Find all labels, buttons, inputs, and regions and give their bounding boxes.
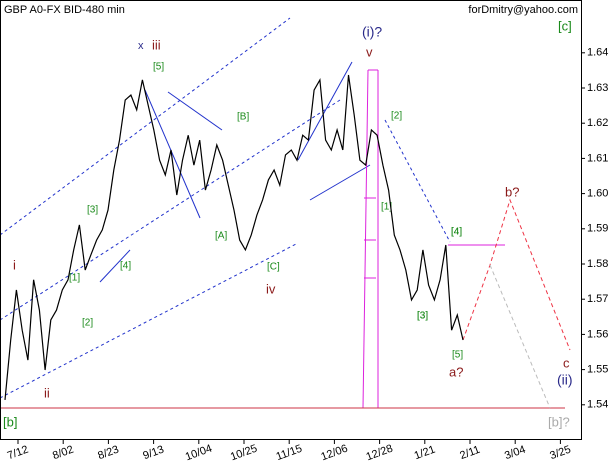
annotation: [b]	[3, 414, 17, 429]
annotation: [3]	[417, 311, 428, 322]
annotation: [4]	[120, 261, 131, 272]
annotation: [A]	[215, 231, 227, 242]
annotation: [c]	[558, 18, 572, 33]
annotation: iii	[152, 37, 161, 52]
annotation: (ii)	[557, 372, 573, 388]
y-tick-label: 1.59	[587, 223, 608, 235]
annotation: [4]	[451, 227, 462, 238]
plot-frame	[0, 0, 582, 440]
annotation: x	[138, 40, 144, 52]
annotation: [3]	[87, 205, 98, 216]
annotation: [4]	[451, 227, 462, 238]
y-tick-label: 1.54	[587, 399, 608, 411]
annotation: [2]	[391, 111, 402, 122]
annotation: b?	[505, 184, 519, 199]
chart-title: GBP A0-FX BID-480 min	[4, 4, 125, 16]
y-tick-label: 1.55	[587, 364, 608, 376]
annotation: [3]	[417, 311, 428, 322]
chart-subtitle: forDmitry@yahoo.com	[468, 4, 578, 16]
annotation: [1]	[381, 202, 392, 213]
y-tick-label: 1.60	[587, 188, 608, 200]
wedges	[99, 61, 371, 283]
annotation: [2]	[82, 318, 93, 329]
annotation: [1]	[69, 273, 80, 284]
annotation: iv	[266, 281, 276, 296]
annotation: i	[13, 257, 16, 272]
annotation: a?	[449, 364, 463, 379]
y-tick-label: 1.61	[587, 152, 608, 164]
annotations: [c] x iii [5] [B] (i)? v [2] [3] [4] [1]…	[3, 18, 573, 429]
y-tick-label: 1.62	[587, 117, 608, 129]
annotation: v	[366, 44, 373, 59]
annotation: c	[563, 355, 570, 370]
magenta-lines	[362, 69, 505, 409]
annotation: (i)?	[362, 24, 382, 40]
annotation: [B]	[237, 112, 249, 123]
y-tick-label: 1.58	[587, 258, 608, 270]
annotation: [5]	[153, 62, 164, 73]
annotation: [b]?	[548, 414, 570, 429]
annotation: [5]	[452, 350, 463, 361]
annotation: [C]	[267, 262, 280, 273]
projections	[462, 198, 571, 409]
annotation: ii	[44, 385, 50, 400]
y-tick-label: 1.64	[587, 47, 608, 59]
channels	[0, 17, 451, 399]
y-tick-label: 1.63	[587, 82, 608, 94]
y-tick-label: 1.57	[587, 293, 608, 305]
price-line	[4, 74, 464, 400]
y-tick-label: 1.56	[587, 328, 608, 340]
